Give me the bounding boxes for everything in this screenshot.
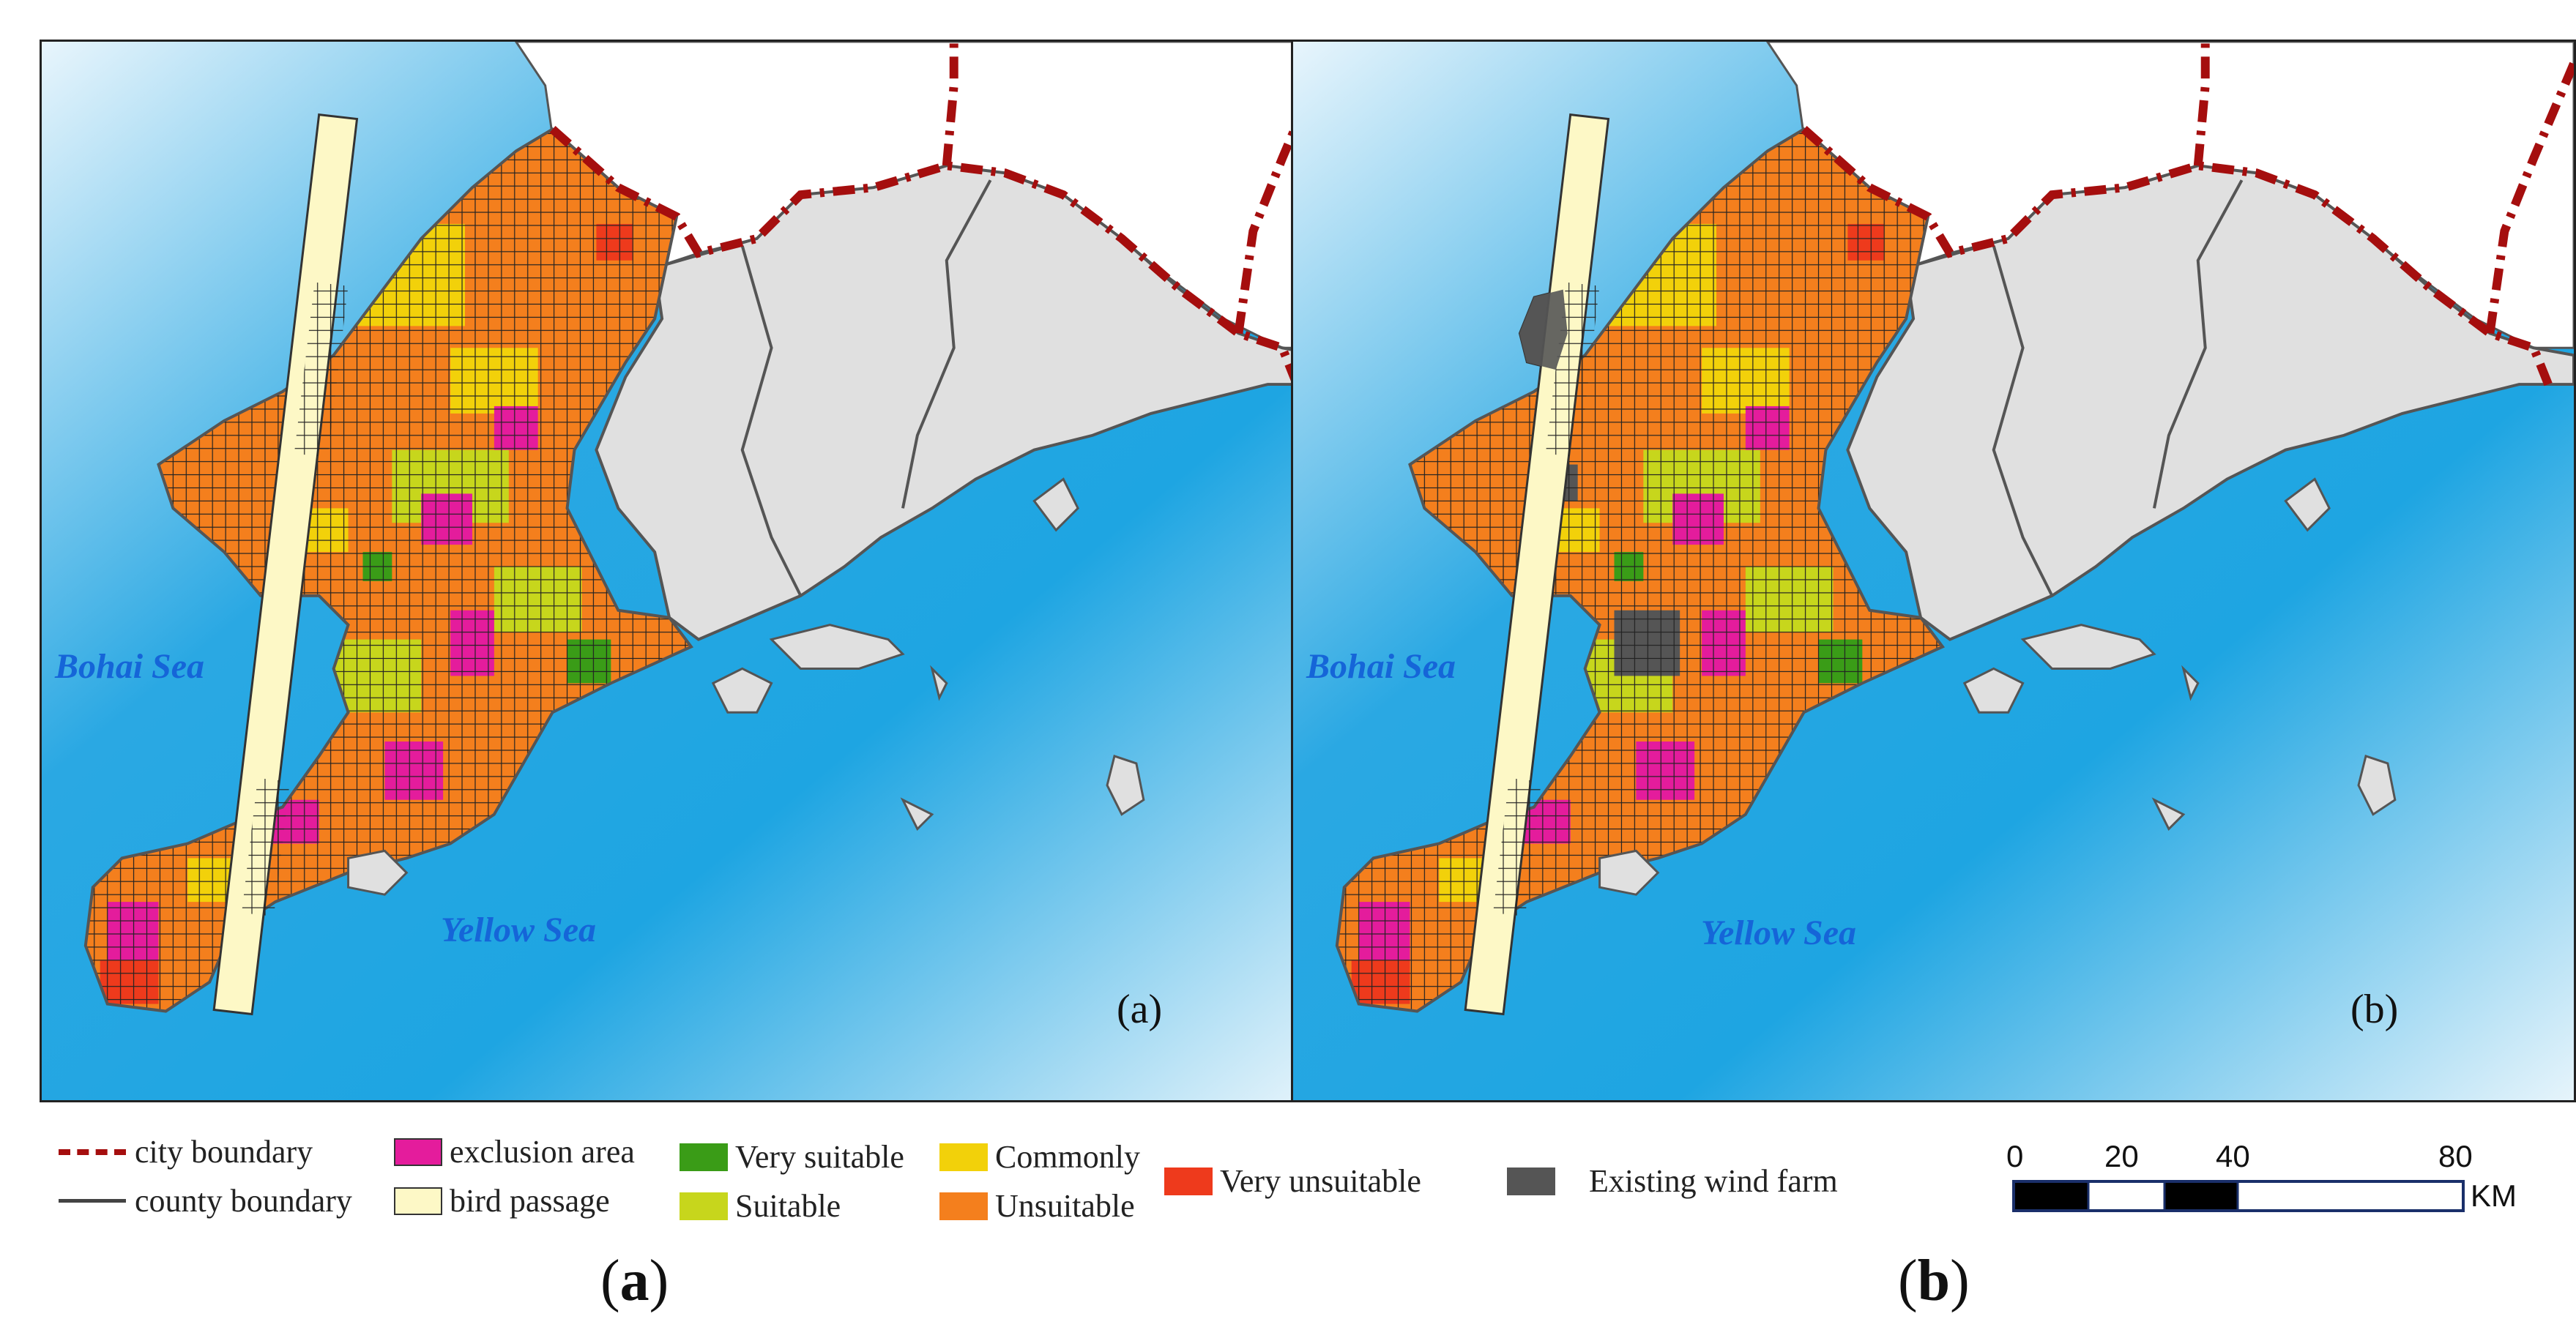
legend-exclusion-area: exclusion area bbox=[394, 1133, 635, 1170]
map-a bbox=[42, 42, 1322, 1100]
legend-very-unsuitable: Very unsuitable bbox=[1164, 1162, 1421, 1200]
exclusion-swatch bbox=[394, 1137, 442, 1166]
scale-tick-20: 20 bbox=[2104, 1139, 2139, 1173]
bird-passage-swatch bbox=[394, 1187, 442, 1215]
scale-tick-80: 80 bbox=[2438, 1139, 2473, 1173]
legend-very-suitable: Very suitable bbox=[680, 1138, 904, 1176]
county-boundary bbox=[740, 245, 803, 597]
map-panel-a: Bohai Sea Yellow Sea (a) bbox=[40, 40, 1325, 1102]
sea-label-yellow: Yellow Sea bbox=[1701, 914, 1856, 952]
sea-label-bohai: Bohai Sea bbox=[55, 647, 205, 686]
scale-bar-graphic bbox=[2012, 1180, 2465, 1212]
city-boundary-swatch bbox=[59, 1148, 126, 1155]
legend-commonly: Commonly bbox=[939, 1138, 1140, 1176]
scale-tick-40: 40 bbox=[2216, 1139, 2250, 1173]
suitable-swatch bbox=[680, 1192, 728, 1220]
panel-tag-b: (b) bbox=[2350, 987, 2399, 1032]
county-boundary bbox=[1992, 245, 2054, 597]
map-b bbox=[1293, 42, 2574, 1100]
legend-existing-wind-farm: Existing wind farm bbox=[1507, 1162, 1838, 1200]
legend-county-boundary: county boundary bbox=[59, 1182, 352, 1219]
legend-suitable: Suitable bbox=[680, 1187, 841, 1225]
panel-tag-a: (a) bbox=[1117, 987, 1163, 1032]
commonly-swatch bbox=[939, 1143, 988, 1171]
scale-unit: KM bbox=[2471, 1178, 2517, 1213]
very-unsuitable-swatch bbox=[1164, 1167, 1213, 1195]
wind-farm-swatch bbox=[1507, 1167, 1555, 1195]
caption-b: (b) bbox=[1898, 1249, 1970, 1313]
legend-unsuitable: Unsuitable bbox=[939, 1187, 1135, 1225]
legend-bird-passage: bird passage bbox=[394, 1182, 610, 1219]
legend-city-boundary: city boundary bbox=[59, 1133, 313, 1170]
bird-passage bbox=[1464, 113, 1610, 1016]
very-suitable-swatch bbox=[680, 1143, 728, 1171]
map-panel-b: Bohai Sea Yellow Sea (b) bbox=[1291, 40, 2576, 1102]
caption-a: (a) bbox=[600, 1249, 669, 1313]
sea-label-bohai: Bohai Sea bbox=[1306, 647, 1456, 686]
scale-tick-0: 0 bbox=[2006, 1139, 2024, 1173]
sea-label-yellow: Yellow Sea bbox=[441, 911, 596, 949]
bird-passage bbox=[212, 113, 359, 1016]
county-boundary-swatch bbox=[59, 1199, 126, 1203]
unsuitable-swatch bbox=[939, 1192, 988, 1220]
